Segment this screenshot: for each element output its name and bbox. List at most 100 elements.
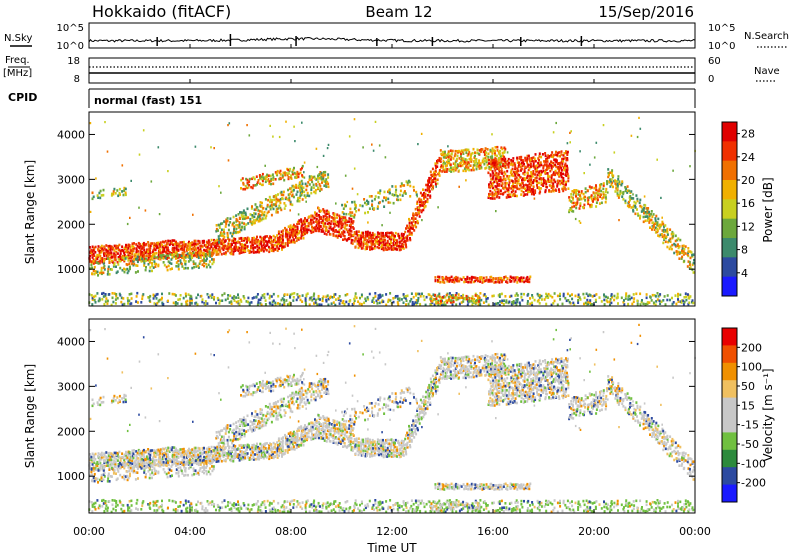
power-cell xyxy=(320,171,323,175)
power-cell xyxy=(454,294,457,297)
power-cell xyxy=(252,221,255,225)
power-cell xyxy=(306,194,309,197)
power-cell xyxy=(634,212,637,216)
power-cell xyxy=(267,198,270,202)
power-cell xyxy=(310,175,313,178)
power-cell xyxy=(682,253,685,256)
power-cell xyxy=(409,195,412,198)
power-cell xyxy=(135,256,137,260)
velocity-cell xyxy=(142,453,145,456)
power-cell xyxy=(472,160,475,163)
power-cell xyxy=(448,161,451,165)
power-cell xyxy=(500,301,503,304)
power-cell xyxy=(118,254,121,258)
velocity-cell xyxy=(249,447,252,451)
power-cell xyxy=(632,197,635,200)
power-cell xyxy=(529,174,532,178)
power-cell xyxy=(395,188,398,192)
nave-tick-bottom: 0 xyxy=(708,74,714,85)
velocity-cell xyxy=(226,456,229,460)
power-cell xyxy=(238,303,241,306)
power-cell xyxy=(536,184,538,187)
power-cell xyxy=(479,303,482,306)
power-cell xyxy=(493,151,496,155)
power-cell xyxy=(97,196,100,199)
power-cell xyxy=(351,239,354,242)
power-cell xyxy=(175,246,178,249)
power-cell xyxy=(333,293,336,296)
velocity-cell xyxy=(100,458,103,461)
power-cell xyxy=(423,196,426,199)
velocity-cell xyxy=(220,448,223,451)
power-cell xyxy=(187,248,189,251)
power-cell xyxy=(257,212,260,216)
power-cell xyxy=(550,167,553,171)
power-cell xyxy=(392,248,395,251)
velocity-cell xyxy=(250,457,253,461)
velocity-cell xyxy=(94,467,97,470)
power-cell xyxy=(520,296,523,299)
velocity-cell xyxy=(167,456,170,459)
power-cell xyxy=(135,252,138,255)
power-cell xyxy=(445,275,448,279)
power-cell xyxy=(100,269,103,272)
power-cell xyxy=(582,206,584,209)
power-cell xyxy=(553,158,556,161)
power-cell xyxy=(274,301,277,305)
power-cell xyxy=(320,178,323,181)
power-cell xyxy=(103,254,106,258)
power-cell xyxy=(479,277,482,281)
power-cell xyxy=(362,237,365,240)
power-cell xyxy=(615,180,618,183)
power-cell xyxy=(322,175,325,178)
power-cell xyxy=(189,246,191,250)
power-cell xyxy=(226,219,229,223)
power-cell xyxy=(208,250,211,253)
power-cell xyxy=(487,303,490,307)
power-cell xyxy=(133,247,136,250)
power-cell xyxy=(221,222,224,225)
power-cell xyxy=(401,194,404,197)
power-cell xyxy=(562,185,565,188)
velocity-cell xyxy=(215,457,218,461)
velocity-cell xyxy=(106,460,109,464)
power-cell xyxy=(551,184,554,188)
power-cell xyxy=(296,199,299,203)
power-cell xyxy=(107,251,109,255)
power-cell xyxy=(554,158,557,161)
power-cell xyxy=(516,300,519,304)
power-cell xyxy=(351,303,354,306)
power-cell xyxy=(274,240,277,244)
power-cell xyxy=(263,246,266,249)
power-cell xyxy=(423,206,426,209)
power-cell xyxy=(664,224,667,227)
power-cell xyxy=(315,224,318,227)
power-cell xyxy=(652,223,655,226)
power-cell xyxy=(289,202,292,206)
power-cell xyxy=(252,184,255,187)
power-cell xyxy=(454,149,457,153)
power-cell xyxy=(539,177,542,180)
power-cell xyxy=(322,221,325,225)
power-cell xyxy=(565,299,568,303)
power-cell xyxy=(692,301,695,305)
power-cell xyxy=(346,238,349,241)
power-cell xyxy=(288,192,291,196)
power-cell xyxy=(213,238,216,242)
power-cell xyxy=(600,300,603,303)
power-cell xyxy=(96,270,99,274)
power-cell xyxy=(596,191,599,195)
power-cell xyxy=(315,214,318,218)
power-cell xyxy=(515,176,518,179)
velocity-cell xyxy=(205,455,208,459)
power-cell xyxy=(450,152,453,155)
velocity-cell xyxy=(207,450,210,454)
power-cell xyxy=(488,162,490,165)
power-cell xyxy=(143,261,146,265)
velocity-cell xyxy=(185,461,188,464)
power-cell xyxy=(428,187,431,191)
power-cell xyxy=(398,240,401,244)
power-cell xyxy=(660,300,663,303)
power-cell xyxy=(692,253,695,256)
power-cell xyxy=(462,149,465,152)
